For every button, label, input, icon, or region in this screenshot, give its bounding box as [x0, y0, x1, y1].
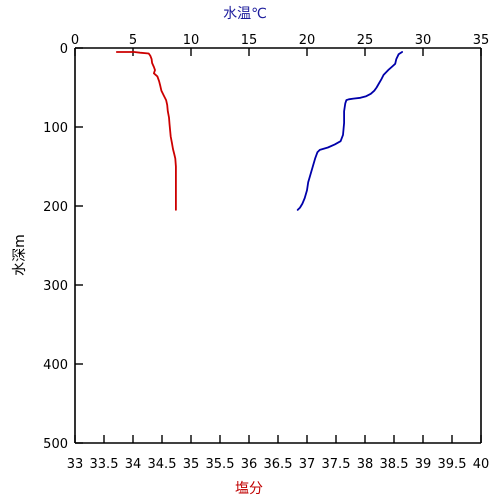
- series-layer: [115, 51, 404, 211]
- top-tick-label: 35: [473, 33, 490, 48]
- bottom-tick-label: 40: [473, 457, 490, 472]
- bottom-tick-label: 39.5: [438, 457, 467, 472]
- bottom-tick-label: 36: [241, 457, 258, 472]
- bottom-tick-label: 38.5: [380, 457, 409, 472]
- y-tick-label: 100: [43, 121, 68, 136]
- top-tick-label: 20: [299, 33, 316, 48]
- bottom-axis-title: 塩分: [235, 481, 263, 497]
- top-axis-ticks: 0 5 10 15 20 25 30 35: [71, 33, 489, 56]
- bottom-tick-label: 37.5: [322, 457, 351, 472]
- y-tick-label: 300: [43, 279, 68, 294]
- bottom-tick-label: 33: [67, 457, 84, 472]
- top-tick-label: 10: [183, 33, 200, 48]
- top-tick-label: 15: [241, 33, 258, 48]
- top-tick-label: 25: [357, 33, 374, 48]
- bottom-tick-label: 38: [357, 457, 374, 472]
- y-tick-label: 200: [43, 200, 68, 215]
- plot-frame: [74, 47, 482, 444]
- bottom-tick-label: 34: [125, 457, 142, 472]
- y-tick-label: 0: [60, 42, 68, 57]
- bottom-tick-label: 34.5: [148, 457, 177, 472]
- bottom-tick-label: 35: [183, 457, 200, 472]
- bottom-tick-label: 35.5: [206, 457, 235, 472]
- bottom-tick-label: 39: [415, 457, 432, 472]
- temperature-profile-line: [296, 51, 404, 211]
- salinity-profile-line: [115, 51, 177, 211]
- y-tick-label: 500: [43, 437, 68, 452]
- bottom-tick-label: 37: [299, 457, 316, 472]
- bottom-tick-label: 36.5: [264, 457, 293, 472]
- y-axis-title: 水深m: [12, 234, 28, 276]
- top-tick-label: 30: [415, 33, 432, 48]
- top-tick-label: 5: [129, 33, 137, 48]
- top-tick-label: 0: [71, 33, 79, 48]
- top-axis-title: 水温℃: [223, 6, 267, 22]
- bottom-axis-ticks: 33 33.5 34 34.5 35 35.5 36 36.5 37 37.5 38 38.5 39 39…: [67, 435, 490, 472]
- bottom-tick-label: 33.5: [90, 457, 119, 472]
- y-tick-label: 400: [43, 358, 68, 373]
- y-axis-ticks: 0 100 200 300 400 500: [43, 42, 83, 452]
